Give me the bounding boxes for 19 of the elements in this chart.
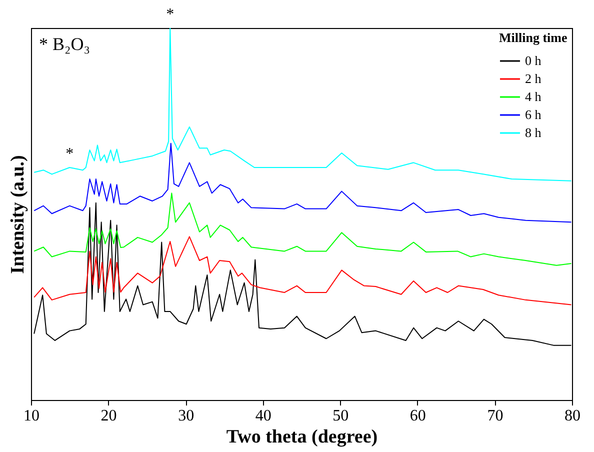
x-tick-label: 40	[255, 408, 272, 424]
x-tick-label: 80	[564, 408, 580, 424]
legend-label: 0 h	[525, 53, 542, 68]
annotation: *	[166, 6, 174, 23]
legend-label: 2 h	[525, 71, 542, 86]
x-tick-label: 30	[178, 408, 194, 424]
annotation: * B₂O₃	[39, 34, 90, 54]
legend-label: 8 h	[525, 125, 542, 140]
legend-label: 4 h	[525, 89, 542, 104]
x-tick-label: 20	[100, 408, 117, 424]
y-axis-title: Intensity (a.u.)	[8, 155, 28, 274]
legend-label: 6 h	[525, 107, 542, 122]
legend-title: Milling time	[499, 30, 568, 45]
x-axis-title: Two theta (degree)	[226, 426, 378, 448]
x-tick-label: 10	[24, 408, 40, 424]
x-tick-label: 70	[487, 408, 504, 424]
annotation: *	[66, 146, 74, 162]
x-tick-label: 50	[332, 408, 349, 424]
x-tick-label: 60	[410, 408, 426, 424]
